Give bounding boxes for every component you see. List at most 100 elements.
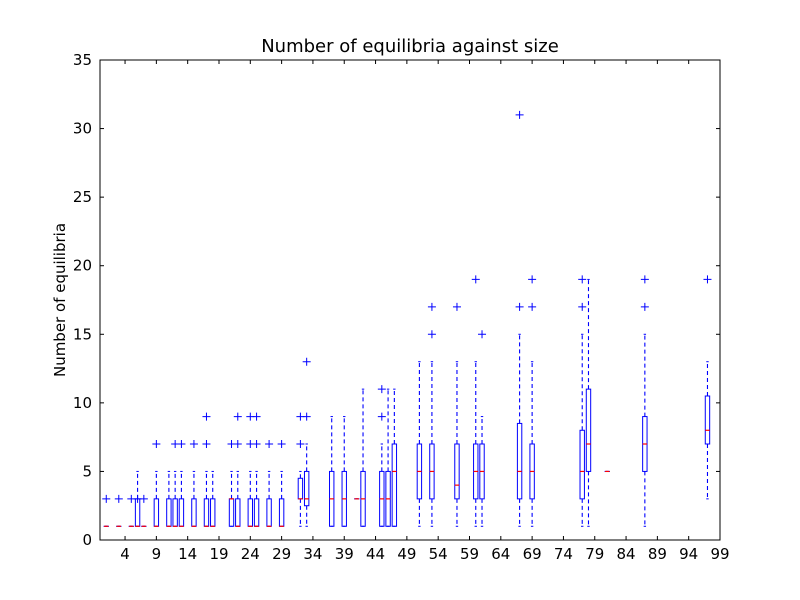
flier-marker (640, 302, 649, 311)
x-tick-label: 39 (335, 545, 354, 563)
box (516, 422, 523, 500)
flier-marker (277, 440, 286, 448)
x-tick-label: 29 (272, 545, 291, 563)
y-tick-label: 20 (73, 257, 92, 275)
box-group (528, 275, 537, 527)
box-group (252, 412, 261, 527)
box-group (127, 494, 136, 527)
y-tick-label: 5 (82, 462, 92, 480)
box (210, 498, 216, 527)
box (266, 498, 272, 527)
flier-marker (302, 412, 311, 421)
flier-marker (578, 275, 587, 284)
x-tick-label: 44 (366, 545, 385, 563)
box-group (139, 494, 148, 527)
plot-frame (99, 59, 721, 541)
box-group (152, 440, 161, 527)
box-group (471, 275, 480, 527)
x-tick-label: 54 (429, 545, 448, 563)
x-tick-label: 19 (209, 545, 228, 563)
box (454, 443, 460, 500)
flier-marker (471, 275, 480, 284)
box-group (246, 412, 255, 527)
box-group (171, 440, 180, 527)
boxes-layer (102, 110, 712, 527)
box-group (478, 330, 487, 527)
flier-marker (478, 330, 487, 339)
flier-marker (302, 357, 311, 366)
flier-marker (377, 412, 386, 421)
flier-marker (452, 302, 461, 311)
x-tick-label: 34 (303, 545, 322, 563)
box-group (360, 388, 366, 527)
box-group (391, 388, 398, 527)
box-group (277, 440, 286, 527)
flier-marker (189, 440, 198, 448)
box-group (302, 357, 311, 527)
flier-marker (202, 412, 211, 421)
y-tick-label: 15 (73, 325, 92, 343)
flier-marker (233, 440, 242, 448)
x-tick-label: 24 (241, 545, 260, 563)
flier-marker (515, 110, 524, 119)
box-group (341, 416, 347, 527)
flier-marker (296, 440, 305, 448)
flier-marker (233, 412, 242, 421)
y-axis-label: Number of equilibria (51, 223, 69, 377)
flier-marker (427, 302, 436, 311)
box (166, 498, 172, 527)
box-group (296, 412, 305, 527)
box (134, 498, 141, 527)
box-group (114, 494, 123, 527)
flier-marker (640, 275, 649, 284)
x-tick-label: 99 (710, 545, 729, 563)
chart-title: Number of equilibria against size (261, 36, 559, 57)
flier-marker (139, 494, 148, 503)
box-group (210, 470, 216, 527)
x-tick-label: 89 (648, 545, 667, 563)
x-tick-label: 59 (460, 545, 479, 563)
flier-marker (252, 440, 261, 448)
y-tick-label: 30 (73, 120, 92, 138)
box-group (233, 412, 242, 527)
flier-marker (578, 302, 587, 311)
box-group (578, 275, 587, 527)
box-group (452, 302, 461, 527)
box (579, 429, 585, 500)
x-tick-label: 14 (178, 545, 197, 563)
box (297, 477, 304, 500)
box-group (416, 361, 423, 527)
x-tick-label: 94 (679, 545, 698, 563)
flier-marker (703, 275, 712, 284)
y-tick-label: 10 (73, 394, 92, 412)
y-tick-label: 35 (73, 51, 92, 69)
box-group (585, 278, 592, 527)
y-tick-label: 0 (82, 531, 92, 549)
box-group (265, 440, 274, 527)
box (191, 498, 197, 527)
x-tick-label: 84 (617, 545, 636, 563)
box (235, 498, 241, 527)
box (303, 470, 310, 507)
box (203, 498, 210, 527)
flier-marker (265, 440, 274, 448)
box-group (227, 440, 236, 527)
box (704, 395, 711, 445)
x-tick-label: 9 (152, 545, 162, 563)
flier-marker (377, 385, 386, 394)
ticks-layer: 4 9 14 19 24 29 34 39 44 49 54 59 64 69 74 79 84 89 94 9905… (73, 51, 730, 563)
box (153, 498, 160, 527)
y-tick-label: 25 (73, 188, 92, 206)
flier-marker (528, 302, 537, 311)
flier-marker (152, 440, 161, 448)
box (253, 498, 260, 527)
flier-marker (102, 494, 111, 503)
x-tick-label: 49 (397, 545, 416, 563)
x-tick-label: 79 (585, 545, 604, 563)
box-group (377, 385, 386, 527)
box-group (177, 440, 186, 527)
box-group (189, 440, 198, 527)
box (228, 498, 235, 527)
box (178, 498, 185, 527)
box-group (166, 470, 172, 527)
